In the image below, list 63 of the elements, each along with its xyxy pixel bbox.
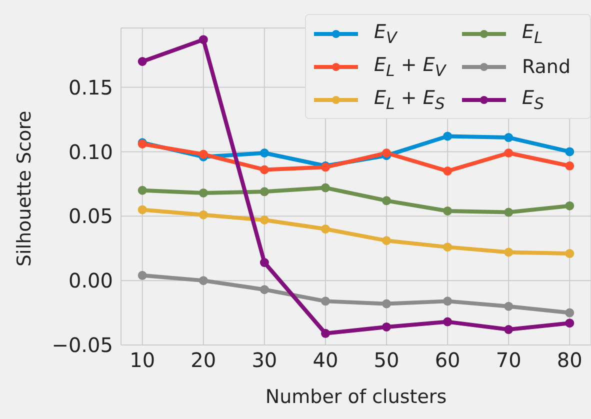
point	[198, 276, 208, 286]
y-tick-label: 0.05	[68, 204, 113, 228]
point	[198, 210, 208, 220]
point	[260, 187, 269, 196]
y-tick-label: 0.10	[68, 140, 113, 164]
legend-label: E$_{L}$	[522, 20, 544, 46]
point	[198, 150, 208, 159]
y-tick-label: −0.05	[52, 333, 113, 358]
point	[198, 35, 208, 44]
x-tick-label: 20	[190, 348, 216, 372]
x-tick-label: 60	[434, 348, 460, 372]
point	[138, 57, 147, 66]
point	[443, 206, 452, 216]
point	[260, 165, 269, 174]
point	[443, 242, 452, 252]
point	[504, 302, 514, 311]
point	[260, 148, 269, 158]
point	[443, 166, 452, 176]
point	[320, 328, 330, 338]
point	[320, 183, 330, 192]
y-tick-label: 0.15	[68, 75, 113, 100]
point	[382, 322, 392, 332]
point	[260, 258, 269, 268]
x-tick-label: 10	[130, 348, 156, 372]
legend-label: Rand	[522, 56, 572, 78]
legend-label: E$_{V}$	[374, 20, 399, 46]
point	[443, 296, 452, 306]
point	[443, 132, 452, 141]
y-axis-title: Silhouette Score	[14, 110, 36, 266]
point	[382, 236, 392, 246]
point	[504, 148, 514, 158]
point	[504, 208, 514, 217]
x-tick-label: 70	[496, 348, 522, 372]
x-tick-label: 40	[312, 348, 338, 372]
legend-label: E$_{L}$ + E$_{S}$	[374, 86, 446, 112]
point	[320, 224, 330, 234]
x-axis-title: Number of clusters	[265, 386, 447, 408]
point	[382, 299, 392, 308]
y-tick-label: 0.00	[68, 268, 113, 293]
point	[138, 270, 147, 280]
point	[565, 308, 574, 318]
point	[565, 318, 574, 328]
point	[504, 133, 514, 142]
point	[443, 317, 452, 326]
legend-label: E$_{S}$	[522, 86, 546, 112]
point	[260, 216, 269, 225]
x-tick-label: 30	[252, 348, 278, 372]
point	[198, 188, 208, 198]
point	[504, 325, 514, 334]
x-tick-label: 50	[374, 348, 400, 372]
point	[138, 186, 147, 195]
x-tick-label: 80	[556, 348, 582, 372]
point	[260, 285, 269, 294]
point	[138, 205, 147, 214]
point	[320, 296, 330, 306]
point	[565, 147, 574, 156]
point	[565, 201, 574, 210]
point	[565, 161, 574, 170]
point	[504, 248, 514, 257]
point	[565, 249, 574, 258]
point	[382, 196, 392, 206]
point	[382, 148, 392, 158]
legend-label: E$_{L}$ + E$_{V}$	[374, 54, 448, 80]
